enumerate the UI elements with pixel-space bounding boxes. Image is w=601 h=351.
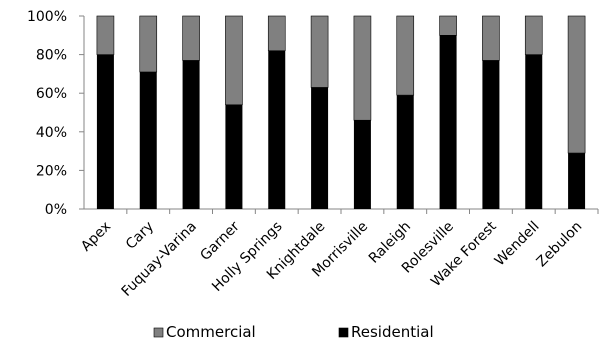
bar-residential-knightdale [311, 87, 329, 209]
bar-residential-raleigh [396, 95, 414, 209]
bar-residential-rolesville [439, 35, 457, 209]
y-tick-label: 60% [36, 86, 67, 102]
legend-swatch-residential [338, 327, 349, 338]
axis-layer: 0% 20% 40% 60% 80% 100% [27, 9, 599, 218]
bar-commercial-raleigh [396, 15, 415, 96]
bar-residential-zebulon [568, 153, 586, 209]
bar-residential-wake-forest [482, 60, 500, 209]
bar-residential-holly-springs [268, 50, 286, 209]
bar-commercial-garner [225, 15, 243, 106]
x-category-label: Fuquay-Varina [119, 219, 200, 300]
y-tick-label: 20% [36, 163, 67, 179]
legend: Commercial Residential [153, 323, 434, 341]
bar-commercial-cary [139, 15, 158, 73]
bar-commercial-knightdale [310, 15, 329, 88]
y-tick-label: 80% [36, 48, 67, 64]
legend-label-residential: Residential [351, 323, 434, 341]
bar-commercial-rolesville [439, 15, 457, 36]
x-category-label: Cary [123, 219, 157, 253]
bar-commercial-wake-forest [482, 15, 500, 61]
bar-residential-cary [139, 71, 157, 209]
bar-commercial-holly-springs [267, 15, 286, 52]
bar-residential-garner [225, 104, 243, 209]
x-category-label: Apex [78, 219, 114, 255]
x-category-label: Zebulon [534, 219, 586, 271]
bars-layer [96, 15, 586, 209]
bar-residential-morrisville [353, 120, 371, 209]
bar-commercial-wendell [524, 15, 543, 55]
y-tick-label: 0% [45, 202, 67, 218]
legend-swatch-commercial [153, 327, 164, 338]
bar-commercial-morrisville [353, 15, 372, 121]
bar-commercial-apex [96, 15, 115, 55]
bar-residential-fuquay-varina [182, 60, 200, 209]
bar-commercial-fuquay-varina [182, 15, 200, 61]
y-tick-label: 40% [36, 125, 67, 141]
y-tick-label: 100% [27, 9, 67, 25]
bar-residential-wendell [525, 54, 543, 209]
legend-label-commercial: Commercial [166, 323, 256, 341]
bar-residential-apex [96, 54, 114, 209]
bar-commercial-zebulon [567, 15, 586, 154]
